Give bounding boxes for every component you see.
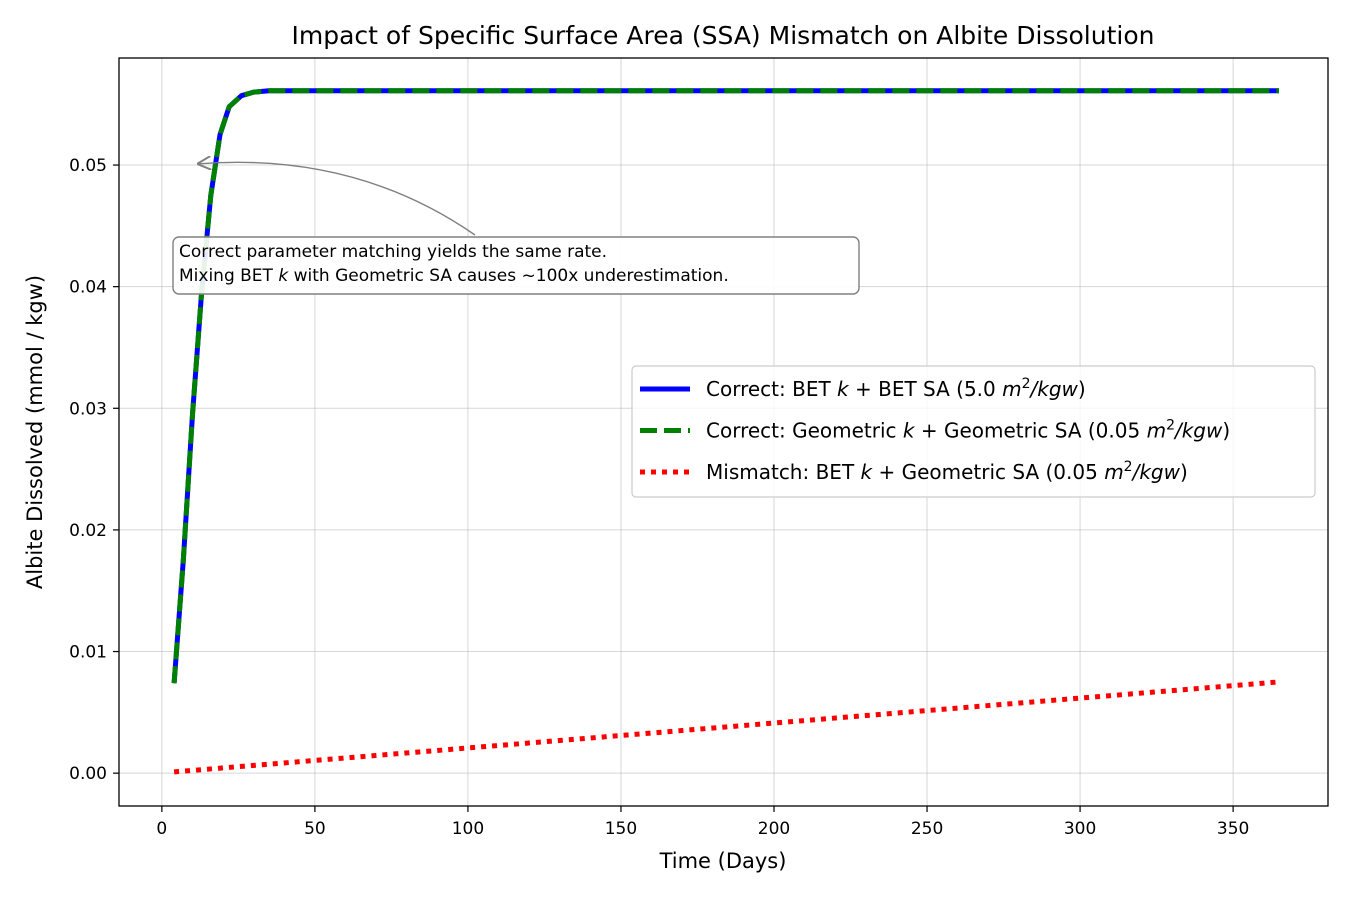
- y-tick-label: 0.01: [69, 643, 107, 663]
- plot-frame: [118, 57, 1329, 807]
- annotation-arrow: [199, 162, 476, 236]
- legend-label-3: Mismatch: BET k + Geometric SA (0.05 m2/…: [706, 459, 1188, 484]
- series-line-3: [173, 679, 1280, 775]
- y-tick-label: 0.02: [69, 521, 107, 541]
- x-tick-label: 100: [452, 819, 484, 839]
- legend-label-1: Correct: BET k + BET SA (5.0 m2/kgw): [706, 376, 1086, 401]
- legend-frame: [631, 365, 1316, 498]
- legend-label-2: Correct: Geometric k + Geometric SA (0.0…: [706, 418, 1230, 443]
- annotation-line-1: Correct parameter matching yields the sa…: [179, 242, 607, 262]
- annotation: Correct parameter matching yields the sa…: [172, 162, 860, 295]
- x-axis-label: Time (Days): [659, 849, 787, 873]
- y-axis-ticks: 0.00 0.01 0.02 0.03 0.04 0.05: [69, 156, 119, 784]
- chart-title: Impact of Specific Surface Area (SSA) Mi…: [292, 21, 1155, 50]
- y-tick-label: 0.05: [69, 156, 107, 176]
- annotation-line-2: Mixing BET k with Geometric SA causes ~1…: [179, 266, 729, 286]
- y-tick-label: 0.03: [69, 399, 107, 419]
- y-tick-label: 0.04: [69, 278, 107, 298]
- x-tick-label: 350: [1217, 819, 1249, 839]
- x-axis-ticks: 0 50 100 150 200 250 300 350: [156, 806, 1249, 839]
- x-tick-label: 150: [605, 819, 637, 839]
- x-tick-label: 250: [911, 819, 943, 839]
- x-tick-label: 0: [156, 819, 167, 839]
- y-axis-label: Albite Dissolved (mmol / kgw): [23, 275, 47, 589]
- y-tick-label: 0.00: [69, 764, 107, 784]
- annotation-box: [172, 236, 860, 295]
- legend: Correct: BET k + BET SA (5.0 m2/kgw) Corr…: [631, 365, 1316, 498]
- x-tick-label: 300: [1064, 819, 1096, 839]
- x-tick-label: 200: [758, 819, 790, 839]
- x-tick-label: 50: [304, 819, 326, 839]
